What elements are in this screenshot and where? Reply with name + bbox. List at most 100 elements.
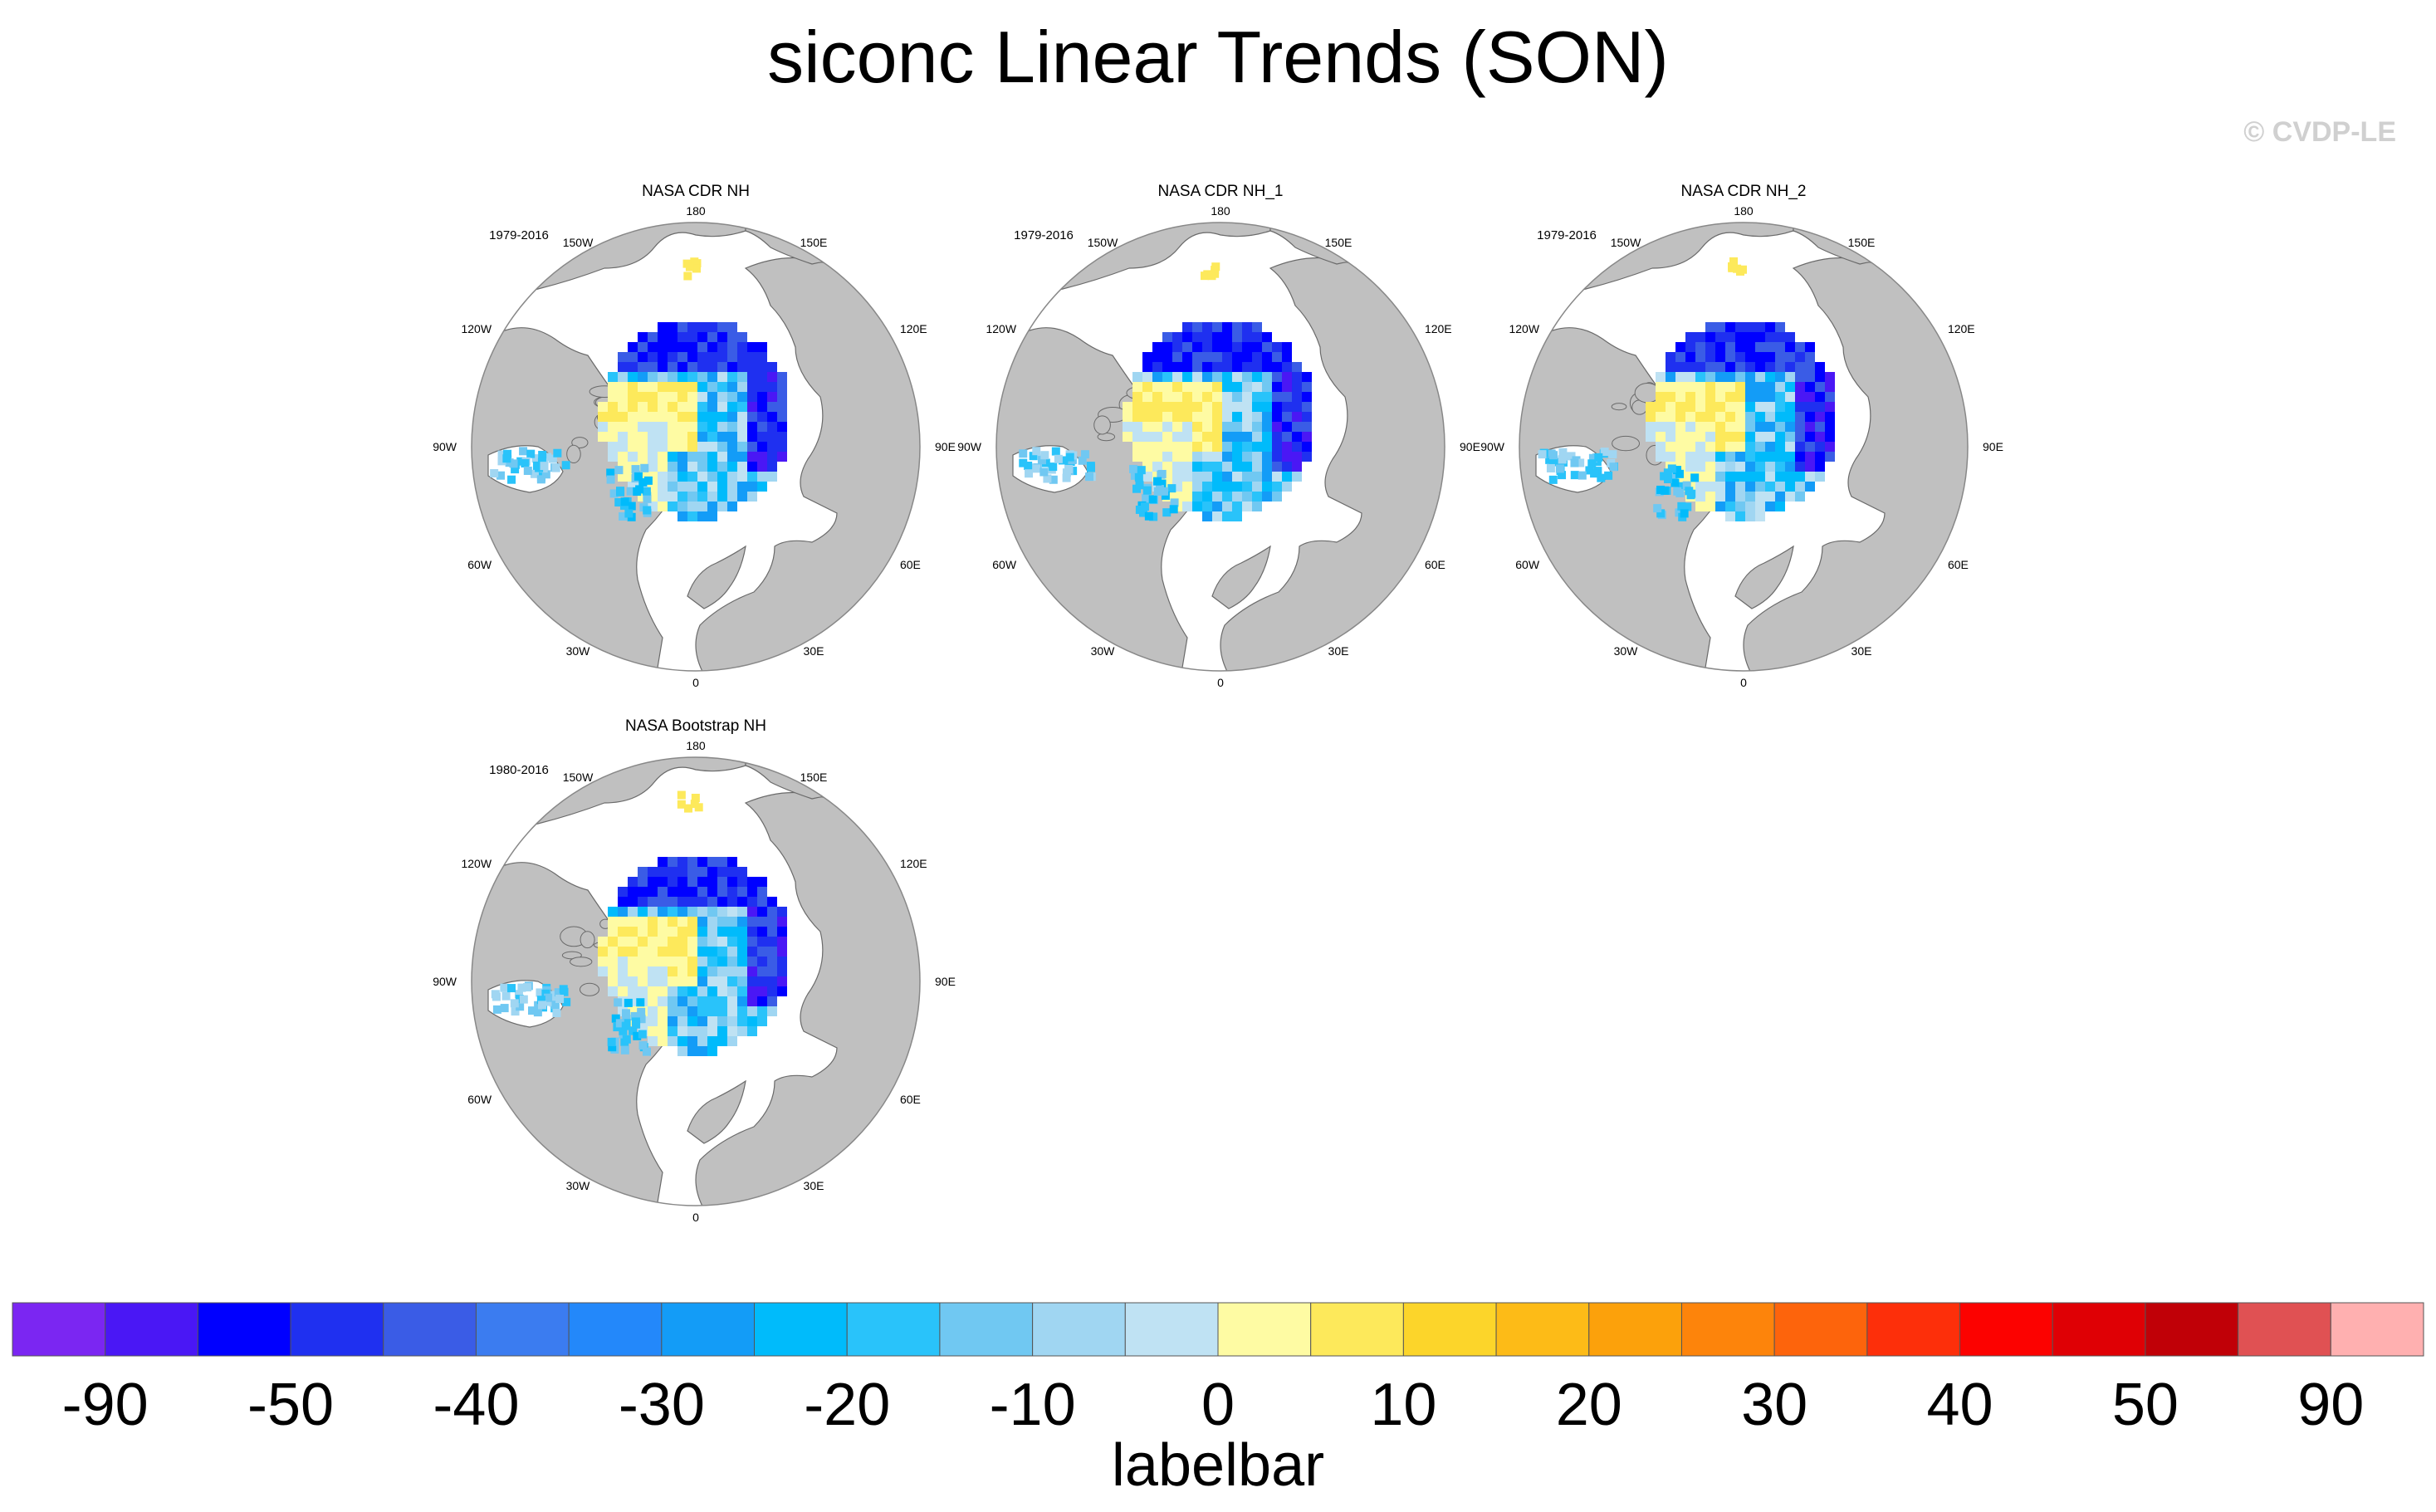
colorbar-box: [383, 1302, 477, 1357]
colorbar-tick-label: 40: [1926, 1372, 1993, 1438]
colorbar-box: [939, 1302, 1034, 1357]
colorbar-tick-label: 30: [1741, 1372, 1807, 1438]
colorbar-box: [754, 1302, 848, 1357]
lon-label: 180: [1211, 204, 1230, 218]
lon-label: 30W: [566, 1179, 591, 1192]
colorbar-box: [2145, 1302, 2239, 1357]
colorbar-label: labelbar: [1112, 1432, 1324, 1499]
lon-label: 30W: [566, 644, 591, 658]
colorbar-box: [1680, 1302, 1775, 1357]
lon-label: 120W: [461, 322, 492, 335]
sea-ice-trend-field: [491, 790, 787, 1056]
lon-label: 90E: [1983, 440, 2003, 453]
lon-label: 0: [1740, 676, 1747, 689]
lon-label: 60E: [900, 1093, 921, 1106]
colorbar-box: [1959, 1302, 2053, 1357]
lon-label: 60W: [467, 1093, 492, 1106]
colorbar-box: [1866, 1302, 1961, 1357]
colorbar-tick-label: 50: [2112, 1372, 2179, 1438]
map-boundary: [471, 222, 921, 672]
lon-label: 90E: [1460, 440, 1480, 453]
lon-label: 60W: [1515, 558, 1540, 571]
colorbar-box: [12, 1302, 106, 1357]
lon-label: 180: [686, 739, 706, 752]
colorbar-tick-label: -20: [804, 1372, 890, 1438]
colorbar-box: [2052, 1302, 2146, 1357]
lon-label: 60W: [467, 558, 492, 571]
lon-label: 30E: [804, 644, 824, 658]
lon-label: 60E: [1948, 558, 1969, 571]
lon-label: 120W: [461, 857, 492, 870]
lon-label: 0: [1217, 676, 1224, 689]
panel-title: NASA Bootstrap NH: [625, 717, 766, 735]
colorbar-tick-label: -10: [990, 1372, 1076, 1438]
colorbar-box: [846, 1302, 941, 1357]
lon-label: 120E: [1948, 322, 1975, 335]
colorbar-box: [1773, 1302, 1868, 1357]
lon-label: 90W: [433, 440, 457, 453]
lon-label: 180: [1734, 204, 1754, 218]
lon-label: 120W: [986, 322, 1016, 335]
lon-label: 150W: [563, 771, 594, 784]
lon-label: 30E: [1328, 644, 1349, 658]
panel-period: 1979-2016: [1014, 228, 1074, 242]
lon-label: 150W: [1611, 236, 1641, 249]
lon-label: 150E: [800, 771, 828, 784]
map-boundary: [995, 222, 1445, 672]
sea-ice-trend-field: [490, 257, 787, 521]
lon-label: 90E: [935, 975, 956, 988]
lon-label: 120E: [900, 857, 927, 870]
panel-title: NASA CDR NH: [642, 183, 750, 200]
colorbar-box: [661, 1302, 756, 1357]
colorbar-box: [1124, 1302, 1219, 1357]
watermark: © CVDP-LE: [2243, 116, 2396, 148]
lon-label: 120E: [1425, 322, 1452, 335]
lon-label: 90W: [433, 975, 457, 988]
colorbar-box: [1402, 1302, 1497, 1357]
sea-ice-trend-field: [1538, 257, 1835, 521]
colorbar-box: [1310, 1302, 1404, 1357]
lon-label: 60E: [1425, 558, 1445, 571]
panel-period: 1979-2016: [1537, 228, 1597, 242]
lon-label: 30E: [1851, 644, 1872, 658]
lon-label: 60W: [992, 558, 1017, 571]
lon-label: 150E: [800, 236, 828, 249]
figure-title: siconc Linear Trends (SON): [767, 16, 1669, 98]
panel-period: 1980-2016: [489, 763, 549, 777]
lon-label: 150E: [1848, 236, 1876, 249]
colorbar-box: [1588, 1302, 1682, 1357]
lon-label: 90E: [935, 440, 956, 453]
lon-label: 0: [692, 676, 699, 689]
sea-ice-trend-field: [1019, 262, 1312, 521]
colorbar-box: [2238, 1302, 2331, 1357]
lon-label: 0: [692, 1211, 699, 1224]
colorbar-tick-label: 20: [1556, 1372, 1622, 1438]
lon-label: 150E: [1325, 236, 1353, 249]
panel-period: 1979-2016: [489, 228, 549, 242]
colorbar-tick-label: -30: [619, 1372, 705, 1438]
colorbar-box: [568, 1302, 663, 1357]
colorbar-tick-label: -90: [62, 1372, 149, 1438]
lon-label: 60E: [900, 558, 921, 571]
panel-title: NASA CDR NH_2: [1681, 183, 1807, 200]
lon-label: 90W: [957, 440, 982, 453]
colorbar-box: [290, 1302, 384, 1357]
lon-label: 180: [686, 204, 706, 218]
colorbar-tick-label: 10: [1370, 1372, 1436, 1438]
colorbar-box: [197, 1302, 291, 1357]
colorbar-box: [1032, 1302, 1126, 1357]
lon-label: 150W: [563, 236, 594, 249]
colorbar-box: [105, 1302, 198, 1357]
map-boundary: [471, 756, 921, 1206]
map-panel: NASA CDR NH 1979-2016 180 150E 120E 90E 60E 30E…: [433, 183, 956, 689]
colorbar-box: [1217, 1302, 1312, 1357]
colorbar-tick-label: -50: [247, 1372, 334, 1438]
map-boundary: [1519, 222, 1969, 672]
lon-label: 90W: [1480, 440, 1505, 453]
colorbar-tick-label: -40: [433, 1372, 519, 1438]
colorbar-tick-label: 90: [2297, 1372, 2364, 1438]
lon-label: 120E: [900, 322, 927, 335]
panel-title: NASA CDR NH_1: [1158, 183, 1284, 200]
colorbar-tick-label: 0: [1201, 1372, 1235, 1438]
